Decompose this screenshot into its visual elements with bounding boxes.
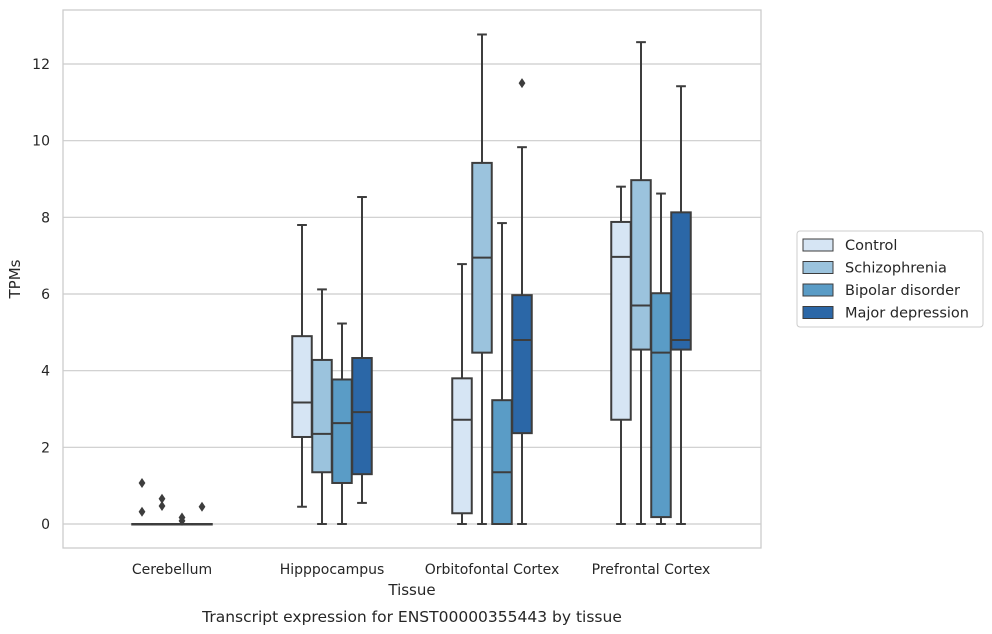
box-3-2: [650, 192, 672, 525]
x-tick-labels: Cerebellum Hipppocampus Orbitofontal Corte…: [132, 562, 710, 578]
legend-label: Schizophrenia: [845, 261, 947, 277]
box-2-2: [491, 222, 513, 525]
box-body: [491, 399, 513, 525]
y-tick-label: 10: [32, 134, 50, 150]
x-tick-label: Hipppocampus: [280, 562, 385, 578]
x-tick-label: Cerebellum: [132, 562, 212, 578]
x-tick-label: Orbitofontal Cortex: [425, 562, 560, 578]
outlier-point: [518, 78, 526, 89]
outlier-point: [198, 501, 206, 512]
box-1-1: [311, 288, 333, 525]
legend-item: Control: [802, 238, 897, 254]
legend-item: Bipolar disorder: [802, 283, 960, 299]
plot-frame: [62, 9, 762, 549]
y-tick-label: 4: [41, 364, 50, 380]
legend-swatch: [802, 306, 834, 319]
x-tick-label: Prefrontal Cortex: [592, 562, 711, 578]
box-1-3: [351, 196, 373, 504]
chart-caption: Transcript expression for ENST0000035544…: [201, 608, 622, 626]
box-2-3: [511, 78, 533, 525]
y-tick-label: 0: [41, 517, 50, 533]
y-axis-label: TPMs: [6, 259, 24, 299]
box-2-0: [451, 263, 473, 525]
box-2-1: [471, 33, 493, 525]
y-tick-label: 12: [32, 57, 50, 73]
legend-item: Schizophrenia: [802, 261, 947, 277]
legend-item: Major depression: [802, 306, 969, 322]
legend-swatch: [802, 283, 834, 297]
y-tick-label: 6: [41, 287, 50, 303]
legend-swatch: [802, 261, 834, 274]
y-tick-label: 2: [41, 440, 50, 456]
box-1-0: [291, 224, 313, 508]
box-3-3: [670, 85, 692, 525]
outlier-point: [138, 477, 146, 488]
legend-frame: [796, 230, 984, 328]
box-3-1: [630, 41, 652, 525]
box-body: [331, 378, 353, 484]
box-body: [650, 292, 672, 519]
box-0-3: [191, 501, 213, 526]
legend-swatch: [802, 238, 834, 252]
outlier-point: [178, 512, 186, 523]
legend-label: Major depression: [845, 306, 969, 322]
box-body: [451, 377, 473, 515]
box-body: [670, 211, 692, 351]
legend-label: Control: [845, 238, 897, 254]
legend-label: Bipolar disorder: [845, 283, 960, 299]
box-body: [311, 358, 333, 474]
outlier-point: [138, 506, 146, 517]
outlier-point: [158, 500, 166, 511]
box-0-0: [131, 477, 153, 526]
y-tick-labels: 0 2 4 6 8 10 12: [32, 57, 50, 533]
box-body: [610, 220, 632, 421]
x-axis-label: Tissue: [387, 581, 435, 599]
boxes: [131, 33, 692, 526]
legend: Control Schizophrenia Bipolar disorder Majo…: [796, 230, 984, 328]
box-3-0: [610, 185, 632, 525]
legend-items: Control Schizophrenia Bipolar disorder Majo…: [802, 238, 969, 322]
box-body: [351, 357, 373, 476]
box-body: [511, 294, 533, 435]
y-tick-label: 8: [41, 210, 50, 226]
box-body: [630, 179, 652, 351]
box-body: [291, 335, 313, 438]
outlier-point: [158, 493, 166, 504]
